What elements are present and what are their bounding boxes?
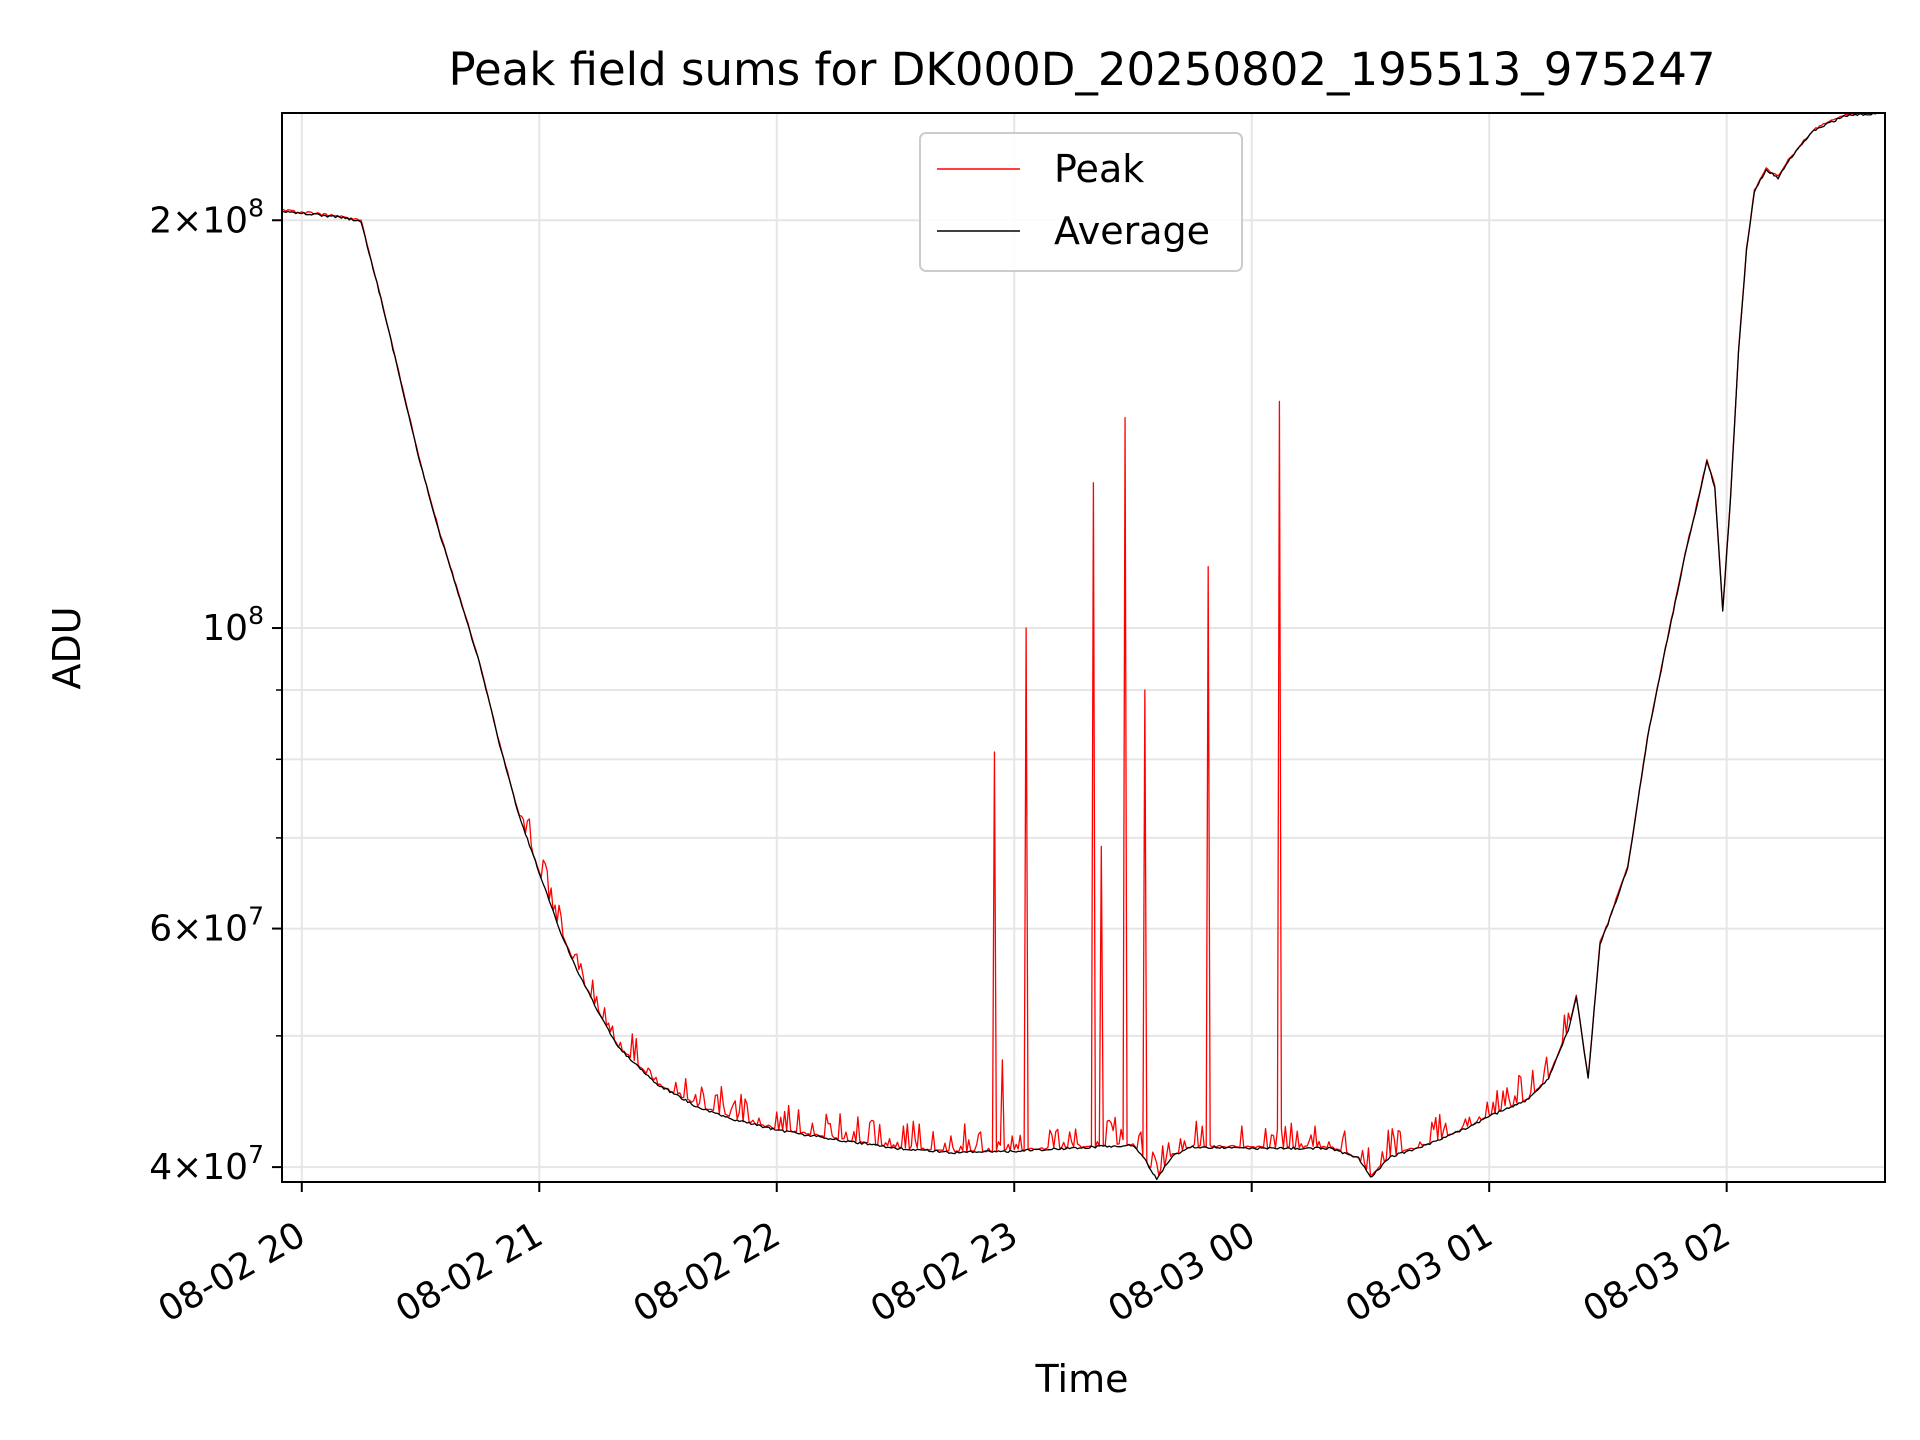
x-axis-label: Time	[1035, 1357, 1129, 1401]
y-axis: 4×107 6×107 108 2×108	[149, 193, 282, 1188]
y-tick-label: 4×107	[149, 1140, 264, 1188]
y-tick-label: 6×107	[149, 902, 264, 950]
chart-title: Peak field sums for DK000D_20250802_1955…	[448, 43, 1715, 96]
y-tick-label: 108	[202, 601, 264, 649]
series-lines	[282, 113, 1885, 1181]
y-axis-label: ADU	[45, 606, 89, 689]
plot-frame	[281, 112, 1886, 1183]
legend: Peak Average	[919, 132, 1243, 272]
y-tick-label: 2×108	[149, 193, 264, 241]
legend-average-label: Average	[1054, 209, 1210, 253]
legend-peak-label: Peak	[1054, 147, 1144, 191]
average-series-line	[282, 113, 1885, 1181]
legend-box	[919, 132, 1243, 272]
